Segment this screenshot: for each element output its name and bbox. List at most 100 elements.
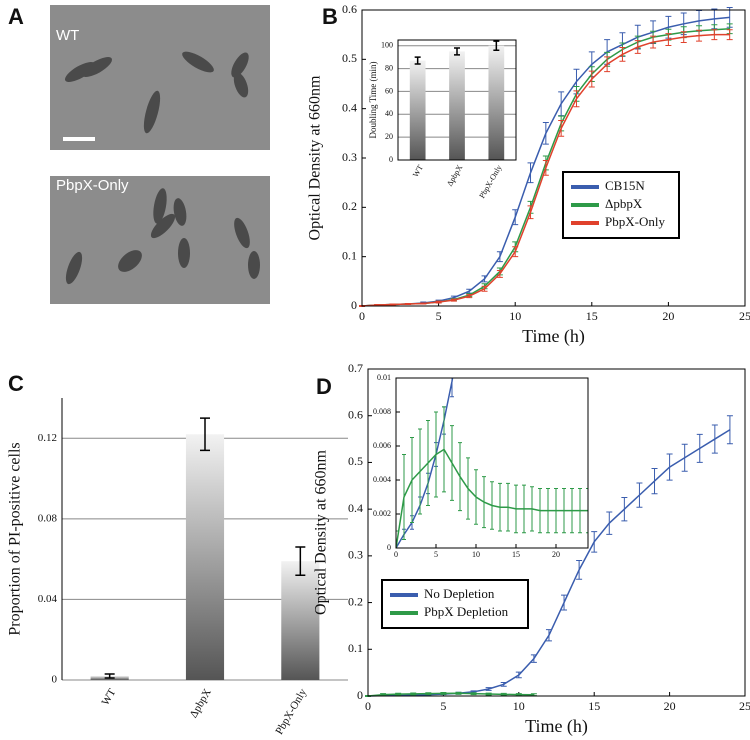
y-tick-label: 0 xyxy=(357,688,363,702)
y-tick-label: 40 xyxy=(385,109,393,118)
error-bar xyxy=(454,47,460,56)
bar xyxy=(449,51,465,160)
plot-frame xyxy=(361,9,746,307)
bar xyxy=(281,561,320,680)
x-axis-label: Time (h) xyxy=(522,326,585,347)
y-tick-label: 80 xyxy=(385,63,393,72)
y-tick-label: 100 xyxy=(381,41,393,50)
chart: C 0 0.04 0.08 0.12 Proportion of PI-positive … xyxy=(7,371,348,737)
y-tick-label: 0 xyxy=(52,674,58,686)
y-tick-label: 0.004 xyxy=(373,475,391,484)
x-tick-label: 25 xyxy=(739,309,750,323)
y-tick-label: 20 xyxy=(385,132,393,141)
x-tick-label: PbpX-Only xyxy=(477,163,503,199)
y-tick-label: 0.2 xyxy=(342,199,357,213)
y-tick-label: 0 xyxy=(389,155,393,164)
error-bar xyxy=(586,488,588,534)
data-line xyxy=(361,33,730,307)
x-tick-label: ΔpbpX xyxy=(445,163,464,188)
y-tick-label: 0.006 xyxy=(373,441,391,450)
y-tick-label: 0.002 xyxy=(373,509,391,518)
x-tick-label: 15 xyxy=(512,550,520,559)
y-tick-label: 0 xyxy=(387,543,391,552)
error-bar xyxy=(458,310,462,344)
x-tick-label: 0 xyxy=(359,309,365,323)
micrograph xyxy=(50,5,270,150)
x-tick-label: 20 xyxy=(664,699,676,713)
x-tick-label: 5 xyxy=(436,309,442,323)
y-tick-label: 0.12 xyxy=(38,432,57,444)
x-tick-label: 20 xyxy=(662,309,674,323)
y-axis-label: Doubling Time (min) xyxy=(368,61,378,138)
y-tick-label: 0.2 xyxy=(348,594,363,608)
data-line xyxy=(396,448,588,548)
panel-label: C xyxy=(8,371,24,396)
y-tick-label: 0.4 xyxy=(342,100,357,114)
y-tick-label: 0.04 xyxy=(38,593,58,605)
panel-label: A xyxy=(8,4,24,29)
plot-frame xyxy=(397,39,517,161)
error-bar xyxy=(414,56,421,65)
x-tick-label: PbpX-Only xyxy=(273,686,309,736)
error-bar xyxy=(493,40,500,52)
image-label: WT xyxy=(56,27,79,44)
y-axis-label: Optical Density at 660nm xyxy=(313,450,330,615)
error-bar xyxy=(104,673,115,679)
x-tick-label: 10 xyxy=(513,699,525,713)
legend xyxy=(381,579,529,629)
scale-bar xyxy=(63,137,95,141)
image-label: PbpX-Only xyxy=(56,177,129,194)
error-bar xyxy=(200,417,210,452)
panel-label: D xyxy=(316,374,332,399)
plot-frame xyxy=(395,377,589,549)
x-tick-label: 15 xyxy=(588,699,600,713)
series-group xyxy=(359,7,733,307)
legend-label: CB15N xyxy=(605,178,645,193)
x-tick-label: WT xyxy=(100,687,119,708)
y-tick-label: 0.6 xyxy=(348,407,363,421)
cells xyxy=(64,51,249,134)
y-tick-label: 0.1 xyxy=(342,248,357,262)
cells xyxy=(65,188,260,285)
error-bar xyxy=(726,415,733,445)
panel-label: B xyxy=(322,4,338,29)
x-tick-label: 10 xyxy=(509,309,521,323)
x-tick-label: 5 xyxy=(440,699,446,713)
series-group xyxy=(365,415,733,697)
x-tick-label: WT xyxy=(411,163,425,178)
legend-label: PbpX Depletion xyxy=(424,604,509,619)
y-tick-label: 0.008 xyxy=(373,407,391,416)
x-tick-label: 5 xyxy=(434,550,438,559)
chart: D 0 0.1 0.2 0.3 0.4 0.5 0.6 0.7 Optical Density a… xyxy=(313,361,750,737)
x-tick-label: ΔpbpX xyxy=(188,687,214,720)
x-tick-label: 20 xyxy=(552,550,560,559)
x-tick-label: 0 xyxy=(394,550,398,559)
y-axis-label: Proportion of PI-positive cells xyxy=(7,442,24,635)
y-tick-label: 0.6 xyxy=(342,2,357,16)
bar xyxy=(409,60,426,161)
x-tick-label: 25 xyxy=(739,699,750,713)
x-tick-label: 10 xyxy=(472,550,480,559)
bar xyxy=(488,45,505,160)
y-tick-label: 0 xyxy=(351,298,357,312)
x-axis-label: Time (h) xyxy=(525,716,588,737)
chart: 0 20 40 60 80 100 Doubling Time (min) WT ΔpbpX Pb… xyxy=(368,39,517,200)
legend-label: No Depletion xyxy=(424,586,495,601)
y-tick-label: 60 xyxy=(385,86,393,95)
y-tick-label: 0.3 xyxy=(342,150,357,164)
x-tick-label: 15 xyxy=(586,309,598,323)
panel-a: A WT PbpX-Only xyxy=(8,4,270,304)
y-axis-label: Optical Density at 660nm xyxy=(307,75,324,240)
legend-label: PbpX-Only xyxy=(605,214,665,229)
chart: B 0 0.1 0.2 0.3 0.4 0.5 0.6 Optical Density at 6… xyxy=(307,2,750,347)
y-tick-label: 0.01 xyxy=(377,373,391,382)
bar xyxy=(185,434,225,680)
y-tick-label: 0.5 xyxy=(348,454,363,468)
error-bar xyxy=(396,530,398,548)
error-bar xyxy=(295,546,306,577)
y-tick-label: 0.5 xyxy=(342,51,357,65)
series-group xyxy=(396,310,588,548)
x-tick-label: 0 xyxy=(365,699,371,713)
chart: 0 0.002 0.004 0.006 0.008 0.01 0 5 10 15 20 xyxy=(373,310,589,559)
